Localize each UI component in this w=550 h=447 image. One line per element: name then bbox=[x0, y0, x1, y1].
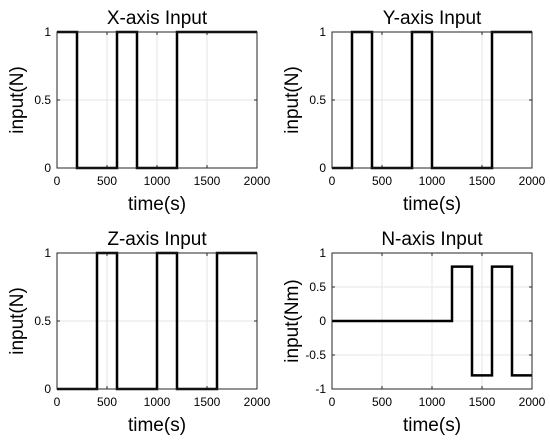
axes-frame bbox=[56, 252, 258, 390]
axes-frame bbox=[331, 31, 533, 169]
chart-title: N-axis Input bbox=[381, 229, 483, 250]
chart-title: X-axis Input bbox=[107, 8, 208, 29]
y-tick-label: 1 bbox=[319, 25, 326, 39]
x-tick-label: 1500 bbox=[194, 174, 221, 188]
y-tick-label: 0.5 bbox=[309, 93, 326, 107]
x-tick-label: 500 bbox=[97, 174, 117, 188]
y-axis-label: input(N) bbox=[7, 66, 28, 134]
x-tick-label: 1000 bbox=[144, 174, 171, 188]
y-axis-label: input(N) bbox=[7, 287, 28, 355]
axes-frame bbox=[56, 31, 258, 169]
x-tick-label: 1000 bbox=[144, 395, 171, 409]
subplot-2: 0 500 1000 1500 2000 0 0.5 1 Y-axis Input time(s)… bbox=[282, 8, 546, 215]
chart-title: Y-axis Input bbox=[383, 8, 482, 29]
x-tick-label: 0 bbox=[54, 174, 61, 188]
x-tick-label: 2000 bbox=[244, 174, 271, 188]
y-tick-label: 0.5 bbox=[34, 93, 51, 107]
y-tick-label: 0.5 bbox=[309, 280, 326, 294]
subplot-1: 0 500 1000 1500 2000 0 0.5 1 X-axis Input time(s)… bbox=[7, 8, 271, 215]
x-tick-label: 0 bbox=[329, 174, 336, 188]
x-tick-label: 0 bbox=[54, 395, 61, 409]
x-tick-label: 500 bbox=[97, 395, 117, 409]
series-line-1 bbox=[332, 265, 532, 377]
x-axis-label: time(s) bbox=[128, 415, 186, 436]
chart-title: Z-axis Input bbox=[107, 229, 207, 250]
y-axis-label: input(Nm) bbox=[282, 279, 303, 362]
y-tick-label: 0 bbox=[44, 161, 51, 175]
x-tick-label: 1000 bbox=[419, 395, 446, 409]
y-tick-label: 0.5 bbox=[34, 314, 51, 328]
axes-frame bbox=[331, 252, 533, 390]
y-tick-label: 1 bbox=[44, 25, 51, 39]
x-tick-label: 1500 bbox=[469, 395, 496, 409]
y-tick-label: 0 bbox=[319, 314, 326, 328]
x-axis-label: time(s) bbox=[403, 194, 461, 215]
y-tick-label: 0 bbox=[319, 161, 326, 175]
y-tick-label: 1 bbox=[44, 246, 51, 260]
x-tick-label: 0 bbox=[329, 395, 336, 409]
x-tick-label: 1500 bbox=[194, 395, 221, 409]
y-tick-label: -1 bbox=[315, 382, 326, 396]
series-line-1 bbox=[332, 30, 532, 170]
x-tick-label: 500 bbox=[372, 174, 392, 188]
subplot-4: 0 500 1000 1500 2000 -1 -0.5 0 0.5 1 N-axis Input t… bbox=[282, 229, 546, 436]
x-tick-label: 2000 bbox=[244, 395, 271, 409]
x-tick-label: 2000 bbox=[519, 174, 546, 188]
y-axis-label: input(N) bbox=[282, 66, 303, 134]
y-tick-label: 1 bbox=[319, 246, 326, 260]
x-axis-label: time(s) bbox=[403, 415, 461, 436]
x-axis-label: time(s) bbox=[128, 194, 186, 215]
x-tick-label: 2000 bbox=[519, 395, 546, 409]
y-tick-label: 0 bbox=[44, 382, 51, 396]
subplot-3: 0 500 1000 1500 2000 0 0.5 1 Z-axis Input time(s)… bbox=[7, 229, 271, 436]
x-tick-label: 500 bbox=[372, 395, 392, 409]
x-tick-label: 1000 bbox=[419, 174, 446, 188]
x-tick-label: 1500 bbox=[469, 174, 496, 188]
series-line-1 bbox=[57, 251, 257, 391]
y-tick-label: -0.5 bbox=[305, 348, 326, 362]
